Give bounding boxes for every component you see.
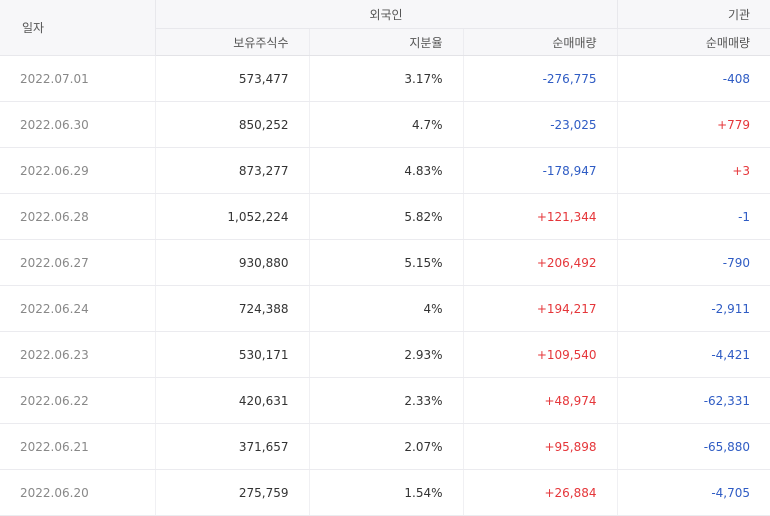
date-cell: 2022.06.24: [0, 285, 156, 332]
foreign-net-cell: +26,884: [463, 469, 618, 516]
header-holdings: 보유주식수: [155, 28, 310, 56]
institution-net-cell: -2,911: [617, 285, 770, 332]
holdings-cell: 530,171: [155, 331, 310, 378]
foreign-net-cell: +194,217: [463, 285, 618, 332]
institution-net-cell: -1: [617, 193, 770, 240]
institution-net-cell: -408: [617, 55, 770, 102]
holdings-cell: 371,657: [155, 423, 310, 470]
foreign-net-cell: -23,025: [463, 101, 618, 148]
foreign-net-cell: +48,974: [463, 377, 618, 424]
ratio-cell: 2.33%: [309, 377, 464, 424]
ratio-cell: 4%: [309, 285, 464, 332]
table-row: 2022.06.30 850,252 4.7% -23,025 +779: [0, 101, 770, 148]
foreign-net-cell: +121,344: [463, 193, 618, 240]
institution-net-cell: -4,705: [617, 469, 770, 516]
date-cell: 2022.06.20: [0, 469, 156, 516]
table-header: 일자 외국인 기관 보유주식수 지분율 순매매량 순매매량: [0, 0, 770, 56]
foreign-net-cell: -178,947: [463, 147, 618, 194]
table-row: 2022.06.21 371,657 2.07% +95,898 -65,880: [0, 423, 770, 470]
date-cell: 2022.06.28: [0, 193, 156, 240]
table-row: 2022.06.27 930,880 5.15% +206,492 -790: [0, 239, 770, 286]
date-cell: 2022.06.22: [0, 377, 156, 424]
institution-net-cell: +3: [617, 147, 770, 194]
holdings-cell: 420,631: [155, 377, 310, 424]
table-row: 2022.06.23 530,171 2.93% +109,540 -4,421: [0, 331, 770, 378]
ratio-cell: 3.17%: [309, 55, 464, 102]
date-cell: 2022.06.30: [0, 101, 156, 148]
date-cell: 2022.06.27: [0, 239, 156, 286]
header-foreign-net: 순매매량: [463, 28, 618, 56]
header-institution-net: 순매매량: [617, 28, 770, 56]
date-cell: 2022.06.29: [0, 147, 156, 194]
table-row: 2022.06.29 873,277 4.83% -178,947 +3: [0, 147, 770, 194]
table-row: 2022.06.24 724,388 4% +194,217 -2,911: [0, 285, 770, 332]
holdings-cell: 930,880: [155, 239, 310, 286]
header-ratio: 지분율: [309, 28, 464, 56]
ratio-cell: 1.54%: [309, 469, 464, 516]
header-foreign-group: 외국인: [155, 0, 618, 29]
foreign-net-cell: +206,492: [463, 239, 618, 286]
ratio-cell: 5.15%: [309, 239, 464, 286]
institution-net-cell: -790: [617, 239, 770, 286]
foreign-net-cell: +109,540: [463, 331, 618, 378]
institution-net-cell: +779: [617, 101, 770, 148]
ratio-cell: 4.83%: [309, 147, 464, 194]
table-row: 2022.07.01 573,477 3.17% -276,775 -408: [0, 55, 770, 102]
date-cell: 2022.07.01: [0, 55, 156, 102]
ratio-cell: 5.82%: [309, 193, 464, 240]
table-row: 2022.06.28 1,052,224 5.82% +121,344 -1: [0, 193, 770, 240]
foreign-net-cell: +95,898: [463, 423, 618, 470]
holdings-cell: 1,052,224: [155, 193, 310, 240]
institution-net-cell: -65,880: [617, 423, 770, 470]
table-row: 2022.06.22 420,631 2.33% +48,974 -62,331: [0, 377, 770, 424]
holdings-cell: 873,277: [155, 147, 310, 194]
ratio-cell: 4.7%: [309, 101, 464, 148]
table-row: 2022.06.20 275,759 1.54% +26,884 -4,705: [0, 469, 770, 516]
header-date: 일자: [0, 0, 156, 56]
date-cell: 2022.06.23: [0, 331, 156, 378]
holdings-cell: 573,477: [155, 55, 310, 102]
table-body: 2022.07.01 573,477 3.17% -276,775 -408 2022.0…: [0, 55, 770, 516]
holdings-cell: 850,252: [155, 101, 310, 148]
date-cell: 2022.06.21: [0, 423, 156, 470]
header-institution-group: 기관: [617, 0, 770, 29]
foreign-net-cell: -276,775: [463, 55, 618, 102]
ratio-cell: 2.07%: [309, 423, 464, 470]
institution-net-cell: -4,421: [617, 331, 770, 378]
ratio-cell: 2.93%: [309, 331, 464, 378]
institution-net-cell: -62,331: [617, 377, 770, 424]
holdings-cell: 724,388: [155, 285, 310, 332]
holdings-cell: 275,759: [155, 469, 310, 516]
